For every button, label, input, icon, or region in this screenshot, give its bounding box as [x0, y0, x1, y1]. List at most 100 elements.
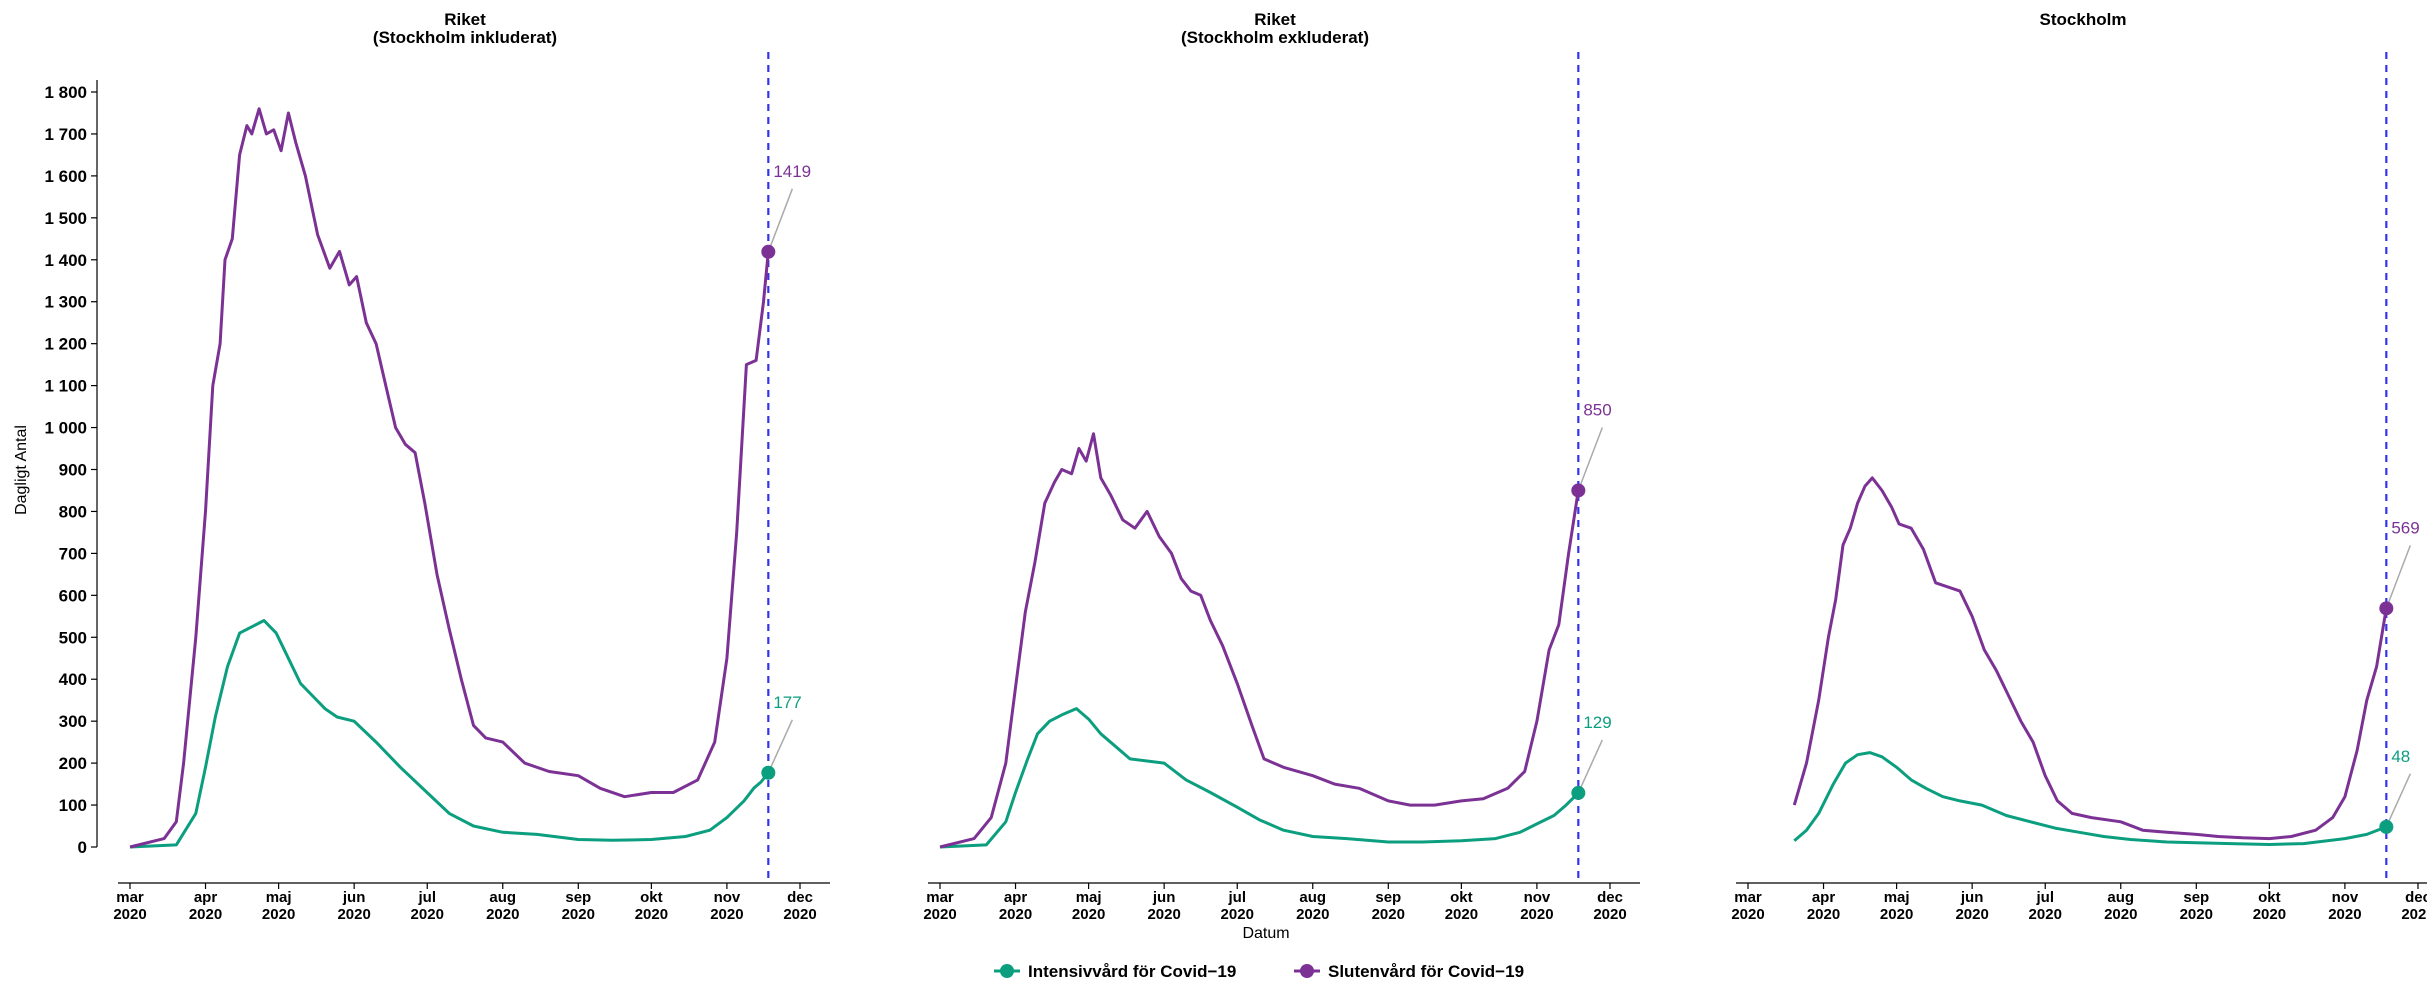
end-label-leader [1577, 427, 1604, 491]
panel-title-line: Riket [444, 10, 486, 29]
x-tick-label-month: jul [417, 889, 436, 906]
x-tick-label-year: 2020 [411, 906, 444, 923]
x-tick-label-year: 2020 [2104, 906, 2137, 923]
series-line-slutenvard [1792, 476, 2388, 841]
end-label-leader [2385, 545, 2412, 609]
y-tick-label: 200 [59, 754, 87, 773]
x-tick-label-year: 2020 [1445, 906, 1478, 923]
y-axis-label: Dagligt Antal [13, 425, 30, 515]
series-line-slutenvard [129, 107, 770, 849]
x-tick-label-month: aug [489, 889, 516, 906]
x-tick-label-month: mar [926, 889, 954, 906]
series-end-label: 1419 [773, 162, 811, 181]
x-tick-label-year: 2020 [2328, 906, 2361, 923]
x-tick-label-year: 2020 [337, 906, 370, 923]
end-label-leader [767, 719, 794, 774]
x-tick-label-month: sep [1375, 889, 1401, 906]
x-tick-label-year: 2020 [1520, 906, 1553, 923]
legend-swatch-dot [1300, 964, 1314, 978]
x-tick-label-month: okt [640, 889, 663, 906]
legend-label: Intensivvård för Covid−19 [1028, 962, 1236, 981]
y-tick-label: 1 400 [44, 251, 87, 270]
x-tick-label-month: aug [2107, 889, 2134, 906]
x-tick-label-year: 2020 [2253, 906, 2286, 923]
x-tick-label-year: 2020 [1955, 906, 1988, 923]
panel-title-line: (Stockholm inkluderat) [373, 28, 557, 47]
x-axis-label: Datum [1242, 925, 1289, 942]
x-tick-label-year: 2020 [635, 906, 668, 923]
series-line-intensivvard [1793, 751, 2387, 846]
y-tick-label: 1 000 [44, 419, 87, 438]
x-tick-label-year: 2020 [783, 906, 816, 923]
y-tick-label: 0 [78, 838, 87, 857]
x-tick-label-month: jul [1227, 889, 1246, 906]
x-tick-label-month: jun [1960, 889, 1984, 906]
y-tick-label: 300 [59, 712, 87, 731]
y-tick-label: 1 300 [44, 293, 87, 312]
series-end-point [1571, 483, 1586, 498]
end-label-leader [767, 188, 794, 253]
y-tick-label: 1 600 [44, 167, 87, 186]
panel-3: Stockholmmar2020apr2020maj2020jun2020jul… [1731, 10, 2427, 923]
series-end-point [761, 765, 776, 780]
y-tick-label: 1 500 [44, 209, 87, 228]
series-end-label: 850 [1583, 400, 1611, 419]
x-tick-label-year: 2020 [189, 906, 222, 923]
panel-1: Riket(Stockholm inkluderat) 0 100 200 300 400… [44, 10, 830, 923]
y-tick-label: 1 100 [44, 377, 87, 396]
x-tick-label-year: 2020 [1880, 906, 1913, 923]
x-tick-label-month: sep [565, 889, 591, 906]
x-tick-label-year: 2020 [1731, 906, 1764, 923]
x-tick-label-year: 2020 [262, 906, 295, 923]
series-end-label: 48 [2391, 747, 2410, 766]
x-tick-label-year: 2020 [1221, 906, 1254, 923]
x-tick-label-month: apr [194, 889, 218, 906]
x-tick-label-month: dec [1597, 889, 1623, 906]
x-tick-label-month: aug [1299, 889, 1326, 906]
x-tick-label-month: dec [787, 889, 813, 906]
y-tick-label: 600 [59, 586, 87, 605]
panel-title-line: Riket [1254, 10, 1296, 29]
x-tick-label-month: okt [2258, 889, 2281, 906]
series-end-point [761, 244, 776, 259]
x-tick-label-month: mar [1734, 889, 1762, 906]
y-tick-label: 900 [59, 461, 87, 480]
y-tick-label: 100 [59, 796, 87, 815]
x-tick-label-month: mar [116, 889, 144, 906]
x-tick-label-year: 2020 [2029, 906, 2062, 923]
x-tick-label-month: apr [1812, 889, 1836, 906]
x-tick-label-month: maj [1884, 889, 1910, 906]
x-tick-label-month: apr [1004, 889, 1028, 906]
series-end-label: 569 [2391, 518, 2419, 537]
x-tick-label-month: maj [266, 889, 292, 906]
x-tick-label-year: 2020 [486, 906, 519, 923]
series-end-label: 129 [1583, 713, 1611, 732]
series-end-label: 177 [773, 693, 801, 712]
x-tick-label-year: 2020 [1072, 906, 1105, 923]
legend-swatch-dot [1000, 964, 1014, 978]
x-tick-label-year: 2020 [2180, 906, 2213, 923]
panel-2: Riket(Stockholm exkluderat)mar2020apr202… [923, 10, 1640, 923]
y-tick-label: 800 [59, 502, 87, 521]
panel-title-line: (Stockholm exkluderat) [1181, 28, 1369, 47]
series-end-point [2379, 601, 2394, 616]
x-tick-label-month: sep [2183, 889, 2209, 906]
y-tick-label: 1 200 [44, 335, 87, 354]
x-tick-label-year: 2020 [2401, 906, 2427, 923]
end-label-leader [1577, 739, 1604, 794]
series-line-slutenvard [939, 432, 1580, 849]
x-tick-label-year: 2020 [113, 906, 146, 923]
x-tick-label-month: maj [1076, 889, 1102, 906]
y-tick-label: 1 800 [44, 83, 87, 102]
y-tick-label: 400 [59, 670, 87, 689]
legend-label: Slutenvård för Covid−19 [1328, 962, 1524, 981]
x-tick-label-year: 2020 [1296, 906, 1329, 923]
y-tick-label: 700 [59, 544, 87, 563]
x-tick-label-year: 2020 [923, 906, 956, 923]
x-tick-label-year: 2020 [1593, 906, 1626, 923]
x-tick-label-month: jul [2035, 889, 2054, 906]
x-tick-label-month: nov [1524, 889, 1551, 906]
x-tick-label-month: nov [714, 889, 741, 906]
series-line-intensivvard [939, 707, 1580, 849]
